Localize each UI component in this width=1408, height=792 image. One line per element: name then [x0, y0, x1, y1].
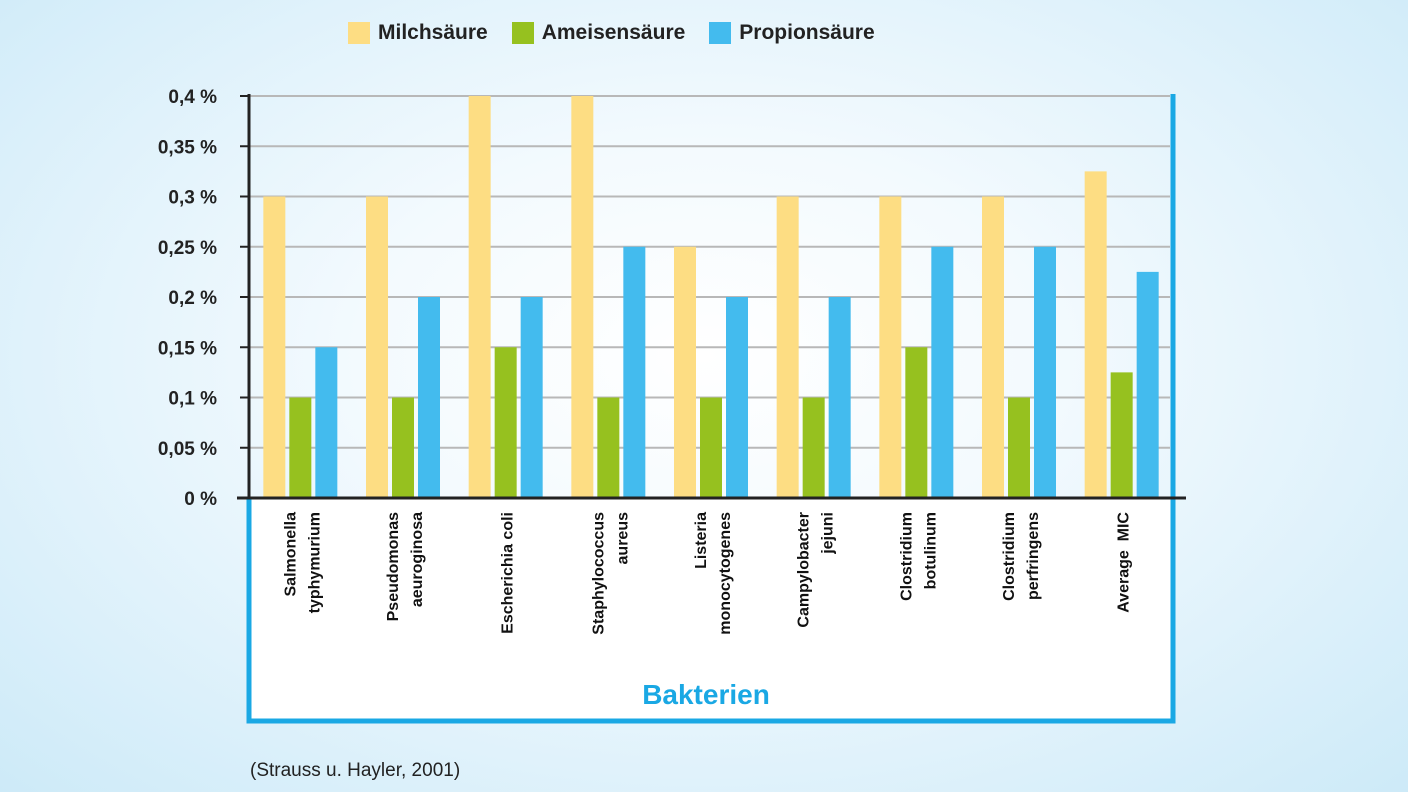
- category-label-panel: [249, 499, 1173, 721]
- y-tick-label: 0,25 %: [158, 238, 217, 259]
- x-tick-label: jejuni: [820, 512, 837, 555]
- x-tick-label: monocytogenes: [717, 512, 734, 635]
- bar-propionsure-8: [1136, 271, 1159, 498]
- legend-label-milchsaeure: Milchsäure: [378, 21, 488, 44]
- bar-milchsure-5: [776, 196, 799, 498]
- bar-milchsure-7: [982, 196, 1004, 498]
- x-tick-label: Campylobacter: [796, 512, 813, 628]
- legend-item-milchsaeure: Milchsäure: [348, 21, 488, 45]
- bar-propionsure-3: [623, 246, 646, 498]
- x-tick-label: Pseudomonas: [385, 512, 402, 621]
- bar-milchsure-0: [263, 196, 286, 498]
- bar-ameisensure-4: [700, 397, 722, 498]
- x-tick-label: aureus: [614, 512, 631, 565]
- y-tick-label: 0,4 %: [168, 87, 217, 108]
- bar-ameisensure-2: [494, 347, 517, 498]
- bar-milchsure-6: [879, 196, 902, 498]
- legend-swatch-milchsaeure: [348, 22, 370, 44]
- x-tick-label: botulinum: [922, 512, 939, 589]
- x-tick-label: Average MIC: [1116, 512, 1133, 613]
- y-tick-label: 0,3 %: [168, 188, 217, 209]
- x-tick-label: typhymurium: [306, 512, 323, 613]
- x-tick-label: aeuroginosa: [409, 512, 426, 607]
- x-tick-label: Clostridium: [1001, 512, 1018, 601]
- x-tick-label: perfringens: [1025, 512, 1042, 600]
- bar-ameisensure-8: [1110, 372, 1133, 498]
- bar-ameisensure-7: [1008, 397, 1030, 498]
- legend-item-propionsaeure: Propionsäure: [709, 21, 875, 45]
- bar-ameisensure-5: [802, 397, 825, 498]
- y-tick-label: 0,35 %: [158, 137, 217, 158]
- bar-propionsure-5: [828, 297, 851, 498]
- bar-propionsure-7: [1034, 246, 1056, 498]
- bar-ameisensure-1: [392, 397, 414, 498]
- y-tick-label: 0,1 %: [168, 389, 217, 410]
- source-note: (Strauss u. Hayler, 2001): [250, 760, 461, 781]
- y-tick-label: 0 %: [184, 489, 217, 510]
- x-axis-title: Bakterien: [642, 679, 770, 710]
- legend-label-propionsaeure: Propionsäure: [739, 21, 875, 44]
- bar-propionsure-2: [520, 297, 543, 498]
- bar-ameisensure-3: [597, 397, 620, 498]
- chart-frame: [246, 94, 1176, 724]
- bar-milchsure-3: [571, 96, 594, 498]
- chart-legend: Milchsäure Ameisensäure Propionsäure: [348, 18, 899, 48]
- legend-swatch-ameisensaeure: [511, 22, 534, 44]
- bar-milchsure-2: [468, 96, 491, 498]
- legend-swatch-propionsaeure: [709, 22, 732, 44]
- bar-ameisensure-0: [289, 397, 312, 498]
- y-tick-label: 0,2 %: [168, 288, 217, 309]
- x-tick-label: Salmonella: [282, 512, 299, 597]
- y-tick-label: 0,15 %: [158, 338, 217, 359]
- x-tick-label: Clostridium: [898, 512, 915, 601]
- x-tick-label: Escherichia coli: [500, 512, 517, 634]
- bar-propionsure-6: [931, 246, 954, 498]
- bar-milchsure-1: [366, 196, 388, 498]
- y-tick-label: 0,05 %: [158, 439, 217, 460]
- bar-milchsure-8: [1084, 171, 1107, 498]
- x-tick-label: Staphylococcus: [590, 512, 607, 635]
- bar-propionsure-4: [726, 297, 748, 498]
- bar-propionsure-1: [418, 297, 440, 498]
- bar-milchsure-4: [674, 246, 696, 498]
- bar-propionsure-0: [315, 347, 338, 498]
- legend-label-ameisensaeure: Ameisensäure: [541, 21, 686, 44]
- bar-ameisensure-6: [905, 347, 928, 498]
- x-tick-label: Listeria: [693, 512, 710, 569]
- legend-item-ameisensaeure: Ameisensäure: [511, 21, 686, 45]
